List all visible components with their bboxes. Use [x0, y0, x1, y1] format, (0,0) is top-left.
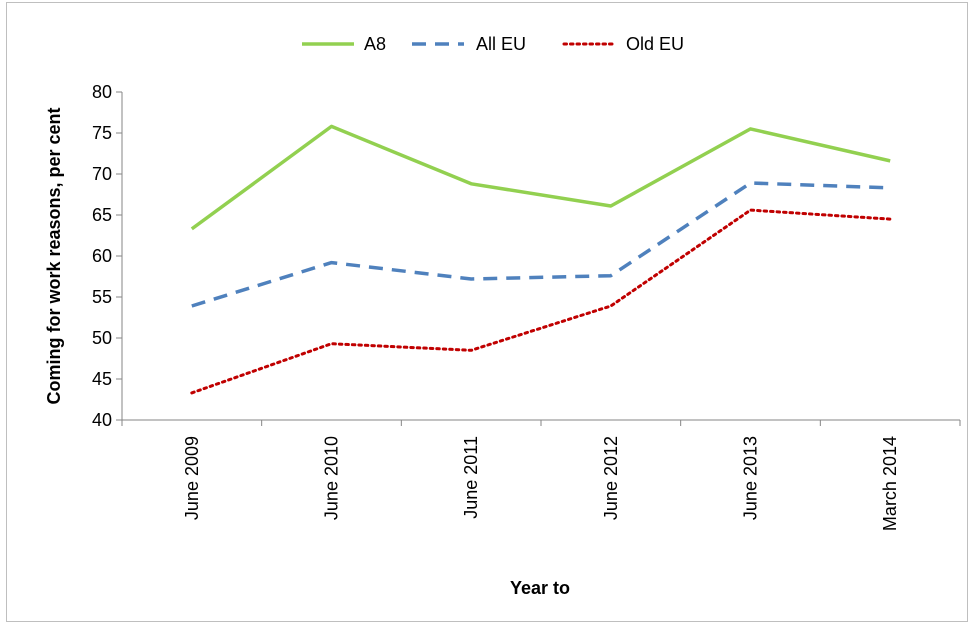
series-lines — [190, 124, 892, 395]
y-tick-label: 40 — [92, 410, 112, 430]
x-tick-label: June 2011 — [461, 436, 481, 519]
x-tick-label: June 2012 — [601, 436, 621, 520]
x-tick-label: June 2010 — [322, 436, 342, 520]
y-tick-label: 60 — [92, 246, 112, 266]
legend-label: Old EU — [626, 34, 684, 54]
legend: A8 All EU Old EU — [302, 34, 684, 54]
series-line-a8 — [190, 124, 891, 231]
y-tick-label: 75 — [92, 123, 112, 143]
y-axis-ticks: 40 45 50 55 60 65 70 75 80 — [92, 82, 122, 430]
axes — [121, 92, 960, 421]
x-tick-label: March 2014 — [880, 436, 900, 531]
series-line-all-eu — [191, 181, 891, 308]
series-line-old-eu — [190, 208, 892, 395]
y-tick-label: 65 — [92, 205, 112, 225]
chart-frame — [6, 2, 968, 622]
legend-label: All EU — [476, 34, 526, 54]
y-axis-title: Coming for work reasons, per cent — [44, 107, 64, 404]
y-tick-label: 55 — [92, 287, 112, 307]
y-tick-label: 80 — [92, 82, 112, 102]
y-tick-label: 50 — [92, 328, 112, 348]
x-axis-ticks: June 2009 June 2010 June 2011 June 2012 June… — [121, 420, 961, 531]
x-axis-title: Year to — [510, 578, 570, 598]
legend-label: A8 — [364, 34, 386, 54]
y-tick-label: 70 — [92, 164, 112, 184]
x-tick-label: June 2009 — [182, 436, 202, 520]
y-tick-label: 45 — [92, 369, 112, 389]
x-tick-label: June 2013 — [741, 436, 761, 520]
